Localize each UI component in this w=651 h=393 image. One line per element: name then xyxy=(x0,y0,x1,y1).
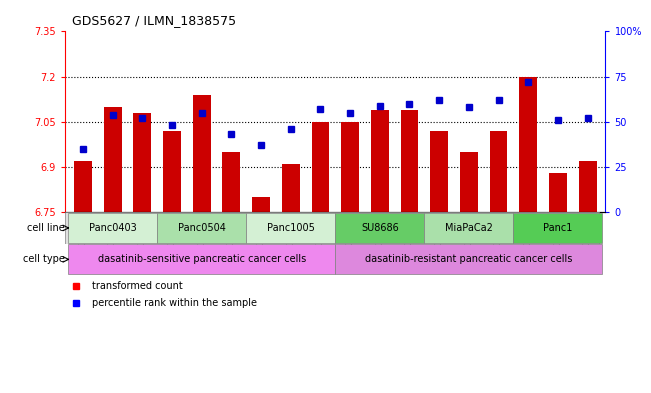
Bar xyxy=(514,213,602,243)
Text: dasatinib-resistant pancreatic cancer cells: dasatinib-resistant pancreatic cancer ce… xyxy=(365,254,572,264)
Text: GDS5627 / ILMN_1838575: GDS5627 / ILMN_1838575 xyxy=(72,15,236,28)
Text: Panc0504: Panc0504 xyxy=(178,223,226,233)
Bar xyxy=(223,152,240,212)
Bar xyxy=(371,110,389,212)
Bar xyxy=(549,173,567,212)
Bar xyxy=(68,244,335,274)
Bar xyxy=(490,131,508,212)
Bar xyxy=(246,213,335,243)
Bar xyxy=(282,164,299,212)
Bar xyxy=(430,131,448,212)
Bar xyxy=(424,213,514,243)
Text: Panc1005: Panc1005 xyxy=(267,223,314,233)
Bar xyxy=(68,213,157,243)
Text: dasatinib-sensitive pancreatic cancer cells: dasatinib-sensitive pancreatic cancer ce… xyxy=(98,254,306,264)
Text: transformed count: transformed count xyxy=(92,281,183,291)
Bar xyxy=(157,213,246,243)
Text: Panc1: Panc1 xyxy=(543,223,573,233)
Text: Panc0403: Panc0403 xyxy=(89,223,137,233)
Bar xyxy=(74,161,92,212)
Bar xyxy=(312,122,329,212)
Bar xyxy=(519,77,537,212)
Text: cell type: cell type xyxy=(23,254,64,264)
Text: MiaPaCa2: MiaPaCa2 xyxy=(445,223,493,233)
Text: percentile rank within the sample: percentile rank within the sample xyxy=(92,298,257,309)
Bar xyxy=(460,152,478,212)
Bar xyxy=(252,197,270,212)
Bar xyxy=(104,107,122,212)
Bar xyxy=(193,95,210,212)
Text: SU8686: SU8686 xyxy=(361,223,398,233)
Bar xyxy=(163,131,181,212)
Text: cell line: cell line xyxy=(27,223,64,233)
Bar xyxy=(400,110,419,212)
Bar xyxy=(133,113,151,212)
Bar xyxy=(335,244,602,274)
Bar xyxy=(341,122,359,212)
Bar xyxy=(579,161,596,212)
Bar xyxy=(335,213,424,243)
